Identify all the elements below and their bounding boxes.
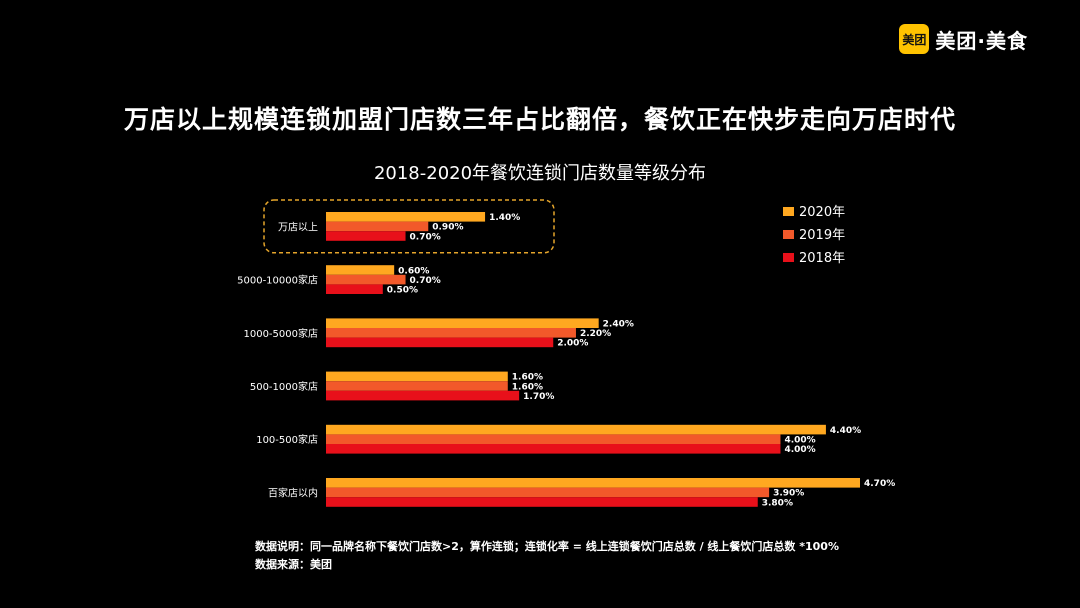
data-label: 1.60%	[512, 382, 543, 392]
data-label: 4.40%	[830, 426, 861, 436]
meituan-logo: 美团 美团·美食	[899, 24, 1028, 54]
data-label: 0.70%	[410, 232, 441, 242]
data-label: 3.90%	[773, 489, 804, 499]
data-label: 1.70%	[523, 392, 554, 402]
bar	[326, 497, 758, 507]
category-label: 1000-5000家店	[243, 327, 318, 340]
data-label: 0.60%	[398, 266, 429, 276]
bar	[326, 487, 770, 498]
highlight-box	[263, 199, 555, 254]
bar	[326, 337, 554, 348]
notes: 数据说明：同一品牌名称下餐饮门店数>2，算作连锁；连锁化率 = 线上连锁餐饮门店…	[255, 538, 839, 574]
category-label: 100-500家店	[256, 433, 318, 446]
data-label: 2.20%	[580, 329, 611, 339]
bar	[326, 265, 395, 275]
bar	[326, 390, 520, 401]
bar	[326, 284, 383, 294]
data-label: 0.70%	[410, 276, 441, 286]
legend-swatch	[783, 253, 794, 262]
data-label: 2.40%	[603, 320, 634, 330]
legend-swatch	[783, 207, 794, 216]
bar	[326, 371, 508, 382]
data-label: 0.90%	[432, 223, 463, 233]
bar	[326, 328, 576, 338]
bar	[326, 444, 781, 454]
category-label: 万店以上	[278, 220, 318, 233]
data-label: 4.00%	[784, 445, 815, 455]
legend-label: 2019年	[799, 228, 845, 243]
bar	[326, 212, 486, 222]
bar	[326, 231, 406, 241]
data-label: 4.70%	[864, 479, 895, 489]
legend-label: 2020年	[799, 205, 845, 220]
page-headline: 万店以上规模连锁加盟门店数三年占比翻倍，餐饮正在快步走向万店时代	[123, 105, 956, 134]
data-label: 0.50%	[387, 286, 418, 296]
data-description: 数据说明：同一品牌名称下餐饮门店数>2，算作连锁；连锁化率 = 线上连锁餐饮门店…	[255, 540, 839, 553]
category-label: 5000-10000家店	[237, 274, 318, 287]
data-source: 数据来源：美团	[255, 558, 332, 571]
chart-title: 2018-2020年餐饮连锁门店数量等级分布	[373, 163, 707, 184]
category-label: 百家店以内	[268, 486, 318, 499]
bar	[326, 318, 599, 328]
data-label: 1.40%	[489, 213, 520, 223]
bar	[326, 274, 406, 285]
data-label: 2.00%	[557, 339, 588, 349]
bar	[326, 478, 860, 488]
legend-swatch	[783, 230, 794, 239]
category-label: 500-1000家店	[250, 380, 318, 393]
bar	[326, 221, 429, 232]
logo-badge: 美团	[899, 24, 930, 54]
logo-text: 美团·美食	[935, 28, 1028, 53]
bar	[326, 424, 826, 435]
bar	[326, 434, 781, 444]
data-label: 1.60%	[512, 373, 543, 383]
bar	[326, 381, 508, 391]
bar-chart: 万店以上1.40%0.90%0.70%5000-10000家店0.60%0.70…	[237, 199, 895, 508]
data-label: 4.00%	[784, 436, 815, 446]
legend-label: 2018年	[799, 251, 845, 266]
data-label: 3.80%	[762, 498, 793, 508]
